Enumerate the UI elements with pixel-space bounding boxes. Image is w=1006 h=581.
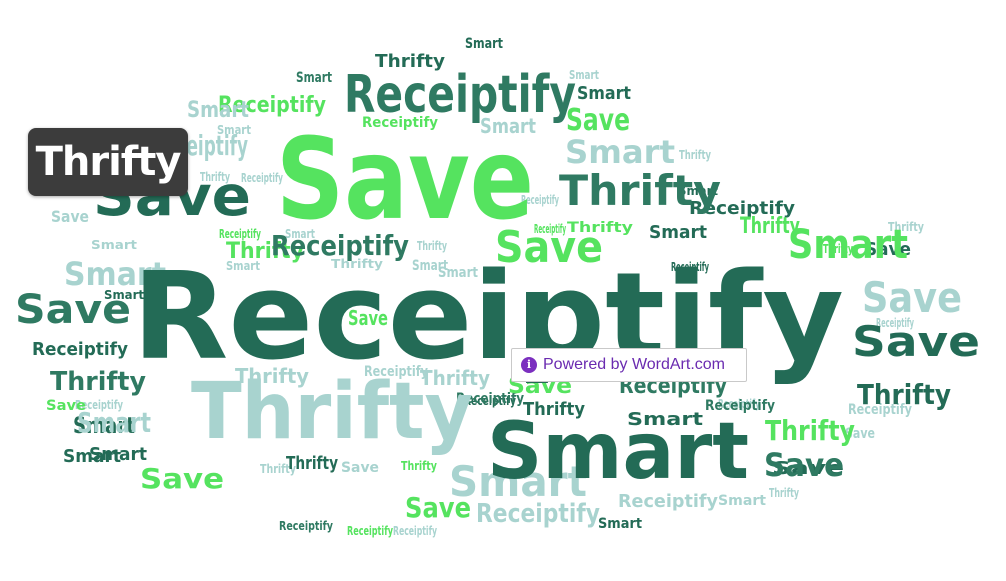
word-receiptify[interactable]: Receiptify <box>671 260 709 274</box>
word-smart[interactable]: Smart <box>187 98 249 123</box>
word-thrifty[interactable]: Thrifty <box>200 170 230 184</box>
word-smart[interactable]: Smart <box>449 457 587 506</box>
word-receiptify[interactable]: Receiptify <box>344 65 576 125</box>
word-save[interactable]: Save <box>341 460 379 476</box>
word-receiptify[interactable]: Receiptify <box>241 171 283 185</box>
word-save[interactable]: Save <box>51 207 89 226</box>
word-save[interactable]: Save <box>852 317 980 366</box>
word-smart[interactable]: Smart <box>285 227 315 241</box>
word-thrifty[interactable]: Thrifty <box>191 367 473 457</box>
word-receiptify[interactable]: Receiptify <box>364 364 428 380</box>
word-thrifty[interactable]: Thrifty <box>679 148 711 162</box>
word-smart[interactable]: Smart <box>64 255 166 293</box>
word-save[interactable]: Save <box>46 398 86 414</box>
powered-by-wordart-link[interactable]: i Powered by WordArt.com <box>511 348 747 382</box>
word-thrifty[interactable]: Thrifty <box>523 399 585 420</box>
word-thrifty[interactable]: Thrifty <box>823 242 853 256</box>
word-thrifty[interactable]: Thrifty <box>401 459 437 473</box>
word-smart[interactable]: Smart <box>217 123 251 137</box>
word-thrifty[interactable]: Thrifty <box>567 220 633 236</box>
word-save[interactable]: Save <box>566 103 630 138</box>
word-save[interactable]: Save <box>495 222 603 273</box>
word-thrifty[interactable]: Thrifty <box>769 486 799 500</box>
word-smart[interactable]: Smart <box>77 406 151 439</box>
word-smart[interactable]: Smart <box>569 68 599 82</box>
word-thrifty[interactable]: Thrifty <box>235 364 309 388</box>
word-receiptify[interactable]: Receiptify <box>718 397 760 411</box>
word-smart[interactable]: Smart <box>296 70 332 86</box>
word-save[interactable]: Save <box>140 462 224 495</box>
word-receiptify[interactable]: Receiptify <box>456 391 524 407</box>
word-thrifty[interactable]: Thrifty <box>260 462 296 476</box>
word-smart[interactable]: Smart <box>480 114 536 138</box>
word-smart[interactable]: Smart <box>565 133 675 171</box>
word-save[interactable]: Save <box>276 115 534 245</box>
word-receiptify[interactable]: Receiptify <box>618 491 718 512</box>
word-receiptify[interactable]: Receiptify <box>534 222 566 236</box>
word-smart[interactable]: Smart <box>649 222 707 243</box>
word-receiptify[interactable]: Receiptify <box>75 398 123 412</box>
word-save[interactable]: Save <box>764 446 844 484</box>
word-thrifty[interactable]: Thrifty <box>559 166 721 215</box>
word-smart[interactable]: Smart <box>91 238 137 252</box>
word-smart[interactable]: Smart <box>598 516 642 532</box>
word-receiptify[interactable]: Receiptify <box>279 519 333 533</box>
word-save[interactable]: Save <box>772 458 844 479</box>
word-smart[interactable]: Smart <box>63 446 121 467</box>
word-receiptify[interactable]: Receiptify <box>476 499 600 529</box>
word-receiptify[interactable]: Receiptify <box>362 115 438 131</box>
word-save[interactable]: Save <box>348 306 388 330</box>
word-thrifty[interactable]: Thrifty <box>740 214 800 239</box>
info-icon: i <box>521 357 537 373</box>
word-thrifty[interactable]: Thrifty <box>417 239 447 253</box>
word-smart[interactable]: Smart <box>627 409 703 430</box>
word-thrifty[interactable]: Thrifty <box>286 453 338 474</box>
word-receiptify[interactable]: Receiptify <box>848 402 912 418</box>
word-thrifty[interactable]: Thrifty <box>226 239 304 264</box>
word-receiptify[interactable]: Receiptify <box>705 398 775 414</box>
word-smart[interactable]: Smart <box>104 288 144 302</box>
word-smart[interactable]: Smart <box>577 83 631 104</box>
word-smart[interactable]: Smart <box>89 444 147 465</box>
word-smart[interactable]: Smart <box>438 265 478 281</box>
word-smart[interactable]: Smart <box>412 258 448 274</box>
hovered-word-tooltip: Thrifty <box>28 128 188 196</box>
word-receiptify[interactable]: Receiptify <box>521 193 559 207</box>
powered-by-text: Powered by WordArt.com <box>543 356 725 373</box>
word-smart[interactable]: Smart <box>226 259 260 273</box>
word-save[interactable]: Save <box>865 239 911 260</box>
word-save[interactable]: Save <box>15 287 131 333</box>
word-thrifty[interactable]: Thrifty <box>765 414 855 447</box>
word-receiptify[interactable]: Receiptify <box>219 227 261 241</box>
word-thrifty[interactable]: Thrifty <box>50 367 146 397</box>
word-receiptify[interactable]: Receiptify <box>876 316 914 330</box>
word-thrifty[interactable]: Thrifty <box>375 51 445 72</box>
word-receiptify[interactable]: Receiptify <box>347 524 393 538</box>
word-receiptify[interactable]: Receiptify <box>32 339 128 360</box>
word-smart[interactable]: Smart <box>718 493 766 509</box>
word-smart[interactable]: Smart <box>487 407 749 497</box>
word-thrifty[interactable]: Thrifty <box>331 257 383 271</box>
word-receiptify[interactable]: Receiptify <box>464 394 516 408</box>
word-thrifty[interactable]: Thrifty <box>420 366 490 390</box>
word-save[interactable]: Save <box>405 491 471 524</box>
word-receiptify[interactable]: Receiptify <box>218 93 326 118</box>
word-save[interactable]: Save <box>845 426 875 442</box>
word-receiptify[interactable]: Receiptify <box>689 198 795 219</box>
word-thrifty[interactable]: Thrifty <box>857 378 951 411</box>
word-receiptify[interactable]: Receiptify <box>271 229 409 262</box>
word-smart[interactable]: Smart <box>678 184 718 198</box>
word-smart[interactable]: Smart <box>788 222 908 268</box>
word-smart[interactable]: Smart <box>465 36 503 52</box>
word-thrifty[interactable]: Thrifty <box>888 220 924 234</box>
word-smart[interactable]: Smart <box>73 414 135 439</box>
word-receiptify[interactable]: Receiptify <box>393 524 437 538</box>
word-save[interactable]: Save <box>862 273 962 322</box>
